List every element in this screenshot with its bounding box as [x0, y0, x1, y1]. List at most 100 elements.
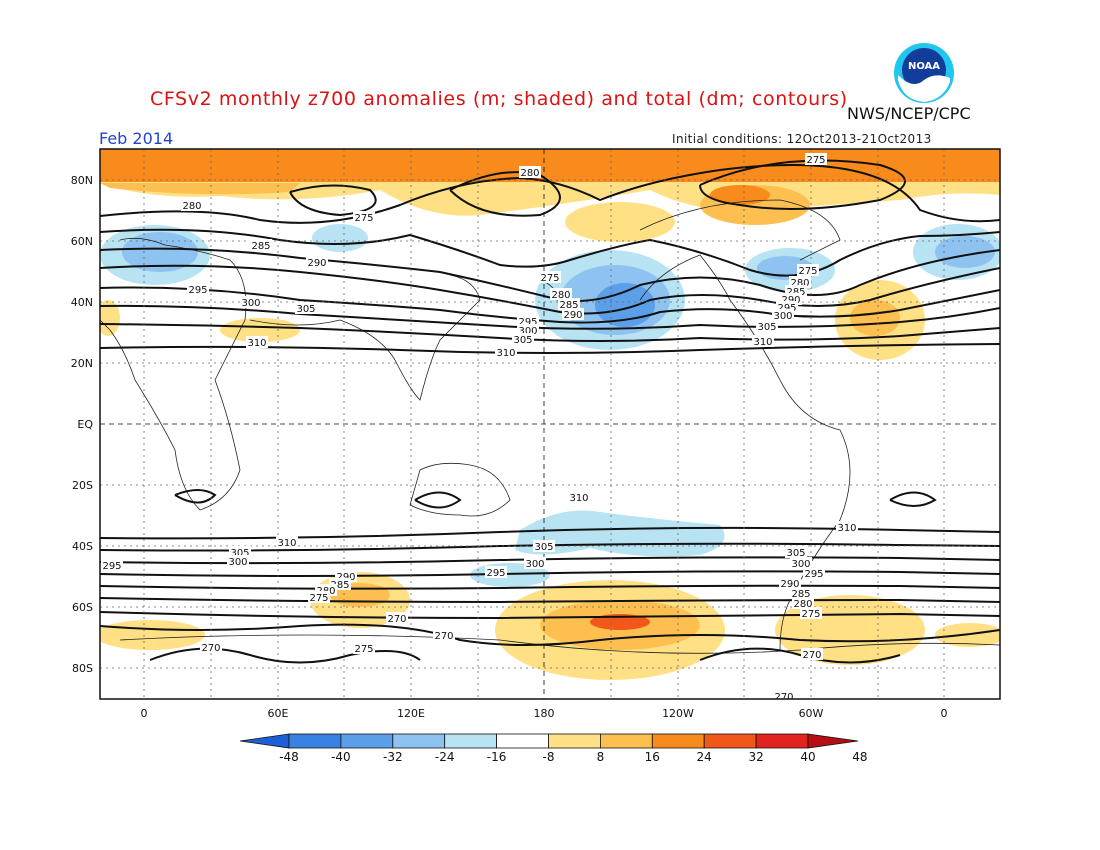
anomaly-shading	[100, 149, 1000, 680]
contour-label: 295	[804, 569, 823, 580]
contour-label: 300	[773, 311, 792, 322]
lon-label: 120W	[662, 707, 694, 720]
contour-label: 295	[518, 317, 537, 328]
initial-conditions: Initial conditions: 12Oct2013-21Oct2013	[672, 132, 932, 146]
contour-label: 300	[518, 326, 537, 337]
colorbar-tick-label: -24	[435, 750, 455, 764]
noaa-logo: NOAA	[893, 42, 955, 104]
lon-label: 60W	[799, 707, 824, 720]
lat-label: 80S	[72, 662, 93, 675]
contour-label: 280	[551, 290, 570, 301]
contour-label: 290	[780, 579, 799, 590]
contour-label: 270	[434, 631, 453, 642]
valid-month: Feb 2014	[99, 129, 174, 148]
contour-label: 270	[774, 692, 793, 703]
lon-label: 180	[534, 707, 555, 720]
contour-label: 300	[228, 557, 247, 568]
colorbar-right-arrow	[807, 733, 859, 749]
colorbar-tick-label: -40	[331, 750, 351, 764]
colorbar-tick-label: 32	[748, 750, 763, 764]
contour-label: 305	[534, 542, 553, 553]
contour-label: 305	[513, 335, 532, 346]
contour-label-group: 280 275 280 275 285 290 295 300 305 310	[101, 153, 858, 703]
colorbar-tick-label: -16	[487, 750, 507, 764]
contour-label: 310	[837, 523, 856, 534]
contour-label: 275	[354, 644, 373, 655]
lon-label: 0	[941, 707, 948, 720]
contour-label: 280	[182, 201, 201, 212]
contour-label: 295	[188, 285, 207, 296]
map-frame	[99, 148, 1001, 700]
contour-label: 290	[563, 310, 582, 321]
contour-label: 290	[336, 572, 355, 583]
chart-title: CFSv2 monthly z700 anomalies (m; shaded)…	[150, 88, 848, 110]
contour-label: 295	[777, 303, 796, 314]
contour-label: 275	[540, 273, 559, 284]
lat-label: 20N	[71, 357, 93, 370]
longitude-labels: 0 60E 120E 180 120W 60W 0	[141, 707, 948, 720]
logo-text: NOAA	[908, 61, 940, 72]
contour-label: 275	[354, 213, 373, 224]
contour-label: 280	[793, 599, 812, 610]
contour-label: 310	[569, 493, 588, 504]
contour-label: 285	[251, 241, 270, 252]
contour-label: 295	[102, 561, 121, 572]
contour-label: 275	[801, 609, 820, 620]
colorbar-left-arrow	[239, 733, 290, 749]
agency-label: NWS/NCEP/CPC	[847, 104, 971, 123]
colorbar-swatch	[548, 733, 601, 749]
contour-label: 305	[757, 322, 776, 333]
colorbar-tick-label: -48	[279, 750, 299, 764]
colorbar-swatch	[340, 733, 394, 749]
lat-label: EQ	[77, 418, 93, 431]
lon-label: 120E	[397, 707, 425, 720]
contour-label: 280	[790, 278, 809, 289]
colorbar-swatch	[755, 733, 809, 749]
colorbar-swatch	[288, 733, 342, 749]
contour-label: 305	[230, 548, 249, 559]
contour-label: 285	[791, 589, 810, 600]
colorbar-swatch	[496, 733, 549, 749]
contour-label: 285	[330, 580, 349, 591]
contour-label: 300	[791, 559, 810, 570]
lat-label: 60S	[72, 601, 93, 614]
contour-label: 310	[277, 538, 296, 549]
colorbar-tick-label: -8	[543, 750, 555, 764]
contour-label: 270	[802, 650, 821, 661]
contour-label: 280	[520, 168, 539, 179]
contour-label: 290	[307, 258, 326, 269]
colorbar-tick-label: 24	[697, 750, 712, 764]
contour-label: 300	[241, 298, 260, 309]
colorbar-tick-label: -32	[383, 750, 403, 764]
contour-label: 275	[806, 155, 825, 166]
contour-label: 275	[309, 593, 328, 604]
contour-label: 295	[486, 568, 505, 579]
contour-label: 285	[786, 287, 805, 298]
colorbar-tick-label: 40	[800, 750, 815, 764]
colorbar-tick-label: 8	[597, 750, 605, 764]
contour-label: 285	[559, 300, 578, 311]
contour-label: 305	[296, 304, 315, 315]
colorbar-swatch	[600, 733, 653, 749]
contour-label: 290	[781, 295, 800, 306]
lat-label: 40S	[72, 540, 93, 553]
contour-label: 310	[247, 338, 266, 349]
colorbar-tick-label: 48	[852, 750, 867, 764]
contour-label: 275	[798, 266, 817, 277]
colorbar-swatch	[651, 733, 705, 749]
contour-label: 270	[387, 614, 406, 625]
lat-label: 80N	[71, 174, 93, 187]
lon-label: 0	[141, 707, 148, 720]
colorbar-swatch	[392, 733, 446, 749]
colorbar-swatch	[444, 733, 498, 749]
contour-label: 305	[786, 548, 805, 559]
colorbar-tick-label: 16	[645, 750, 660, 764]
lon-label: 60E	[268, 707, 289, 720]
contour-label: 270	[201, 643, 220, 654]
lat-label: 60N	[71, 235, 93, 248]
contour-label: 310	[496, 348, 515, 359]
colorbar-swatch	[703, 733, 757, 749]
